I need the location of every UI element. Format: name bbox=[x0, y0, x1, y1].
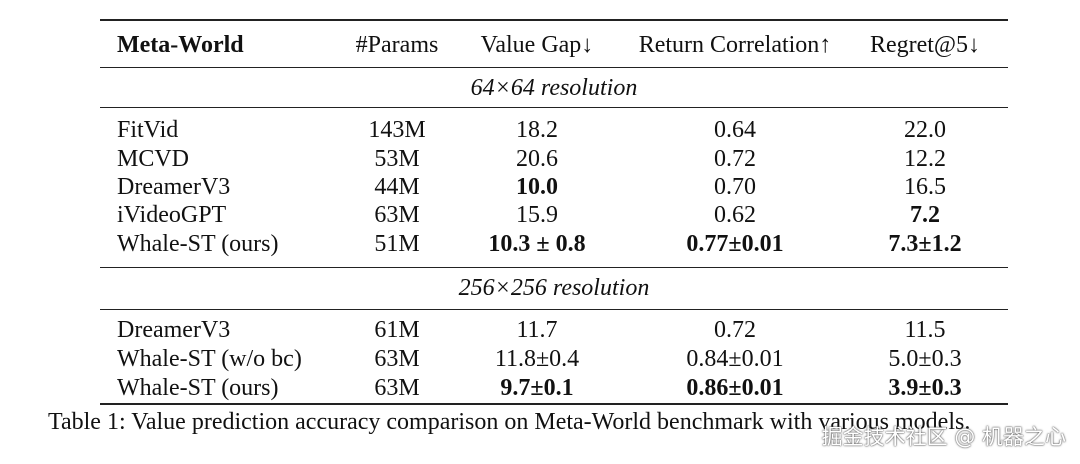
cell: 0.70 bbox=[714, 174, 756, 200]
cell: 0.86±0.01 bbox=[686, 375, 784, 401]
cell: 10.3 ± 0.8 bbox=[488, 231, 586, 257]
cell: 18.2 bbox=[516, 117, 558, 143]
cell: 0.77±0.01 bbox=[686, 231, 784, 257]
rule bbox=[100, 67, 1008, 68]
cell: 7.3±1.2 bbox=[888, 231, 962, 257]
table-row: Whale-ST (ours) 51M 10.3 ± 0.8 0.77±0.01… bbox=[0, 229, 1080, 259]
cell: 0.64 bbox=[714, 117, 756, 143]
table-row: MCVD 53M 20.6 0.72 12.2 bbox=[0, 144, 1080, 174]
header-cell: Meta-World bbox=[117, 32, 244, 58]
table-row: DreamerV3 44M 10.0 0.70 16.5 bbox=[0, 172, 1080, 202]
cell: 11.7 bbox=[516, 317, 558, 343]
cell: DreamerV3 bbox=[117, 317, 231, 343]
cell: 3.9±0.3 bbox=[888, 375, 962, 401]
header-cell: Return Correlation↑ bbox=[638, 32, 832, 58]
cell: Whale-ST (ours) bbox=[117, 375, 279, 401]
table-row: FitVid 143M 18.2 0.64 22.0 bbox=[0, 115, 1080, 145]
cell: 7.2 bbox=[910, 202, 940, 228]
cell: 53M bbox=[374, 146, 420, 172]
header-row: Meta-World #Params Value Gap↓ Return Cor… bbox=[0, 30, 1080, 60]
table-row: iVideoGPT 63M 15.9 0.62 7.2 bbox=[0, 200, 1080, 230]
bottom-rule bbox=[100, 403, 1008, 405]
cell: MCVD bbox=[117, 146, 190, 172]
table-row: Whale-ST (w/o bc) 63M 11.8±0.4 0.84±0.01… bbox=[0, 344, 1080, 374]
cell: 61M bbox=[374, 317, 420, 343]
cell: 10.0 bbox=[516, 174, 558, 200]
rule bbox=[100, 267, 1008, 268]
cell: 44M bbox=[374, 174, 420, 200]
cell: 15.9 bbox=[516, 202, 558, 228]
header-cell: #Params bbox=[355, 32, 439, 58]
cell: 20.6 bbox=[516, 146, 558, 172]
cell: 0.72 bbox=[714, 146, 756, 172]
caption: Table 1: Value prediction accuracy compa… bbox=[48, 409, 971, 435]
cell: 0.84±0.01 bbox=[686, 346, 784, 372]
cell: 5.0±0.3 bbox=[888, 346, 962, 372]
cell: DreamerV3 bbox=[117, 174, 231, 200]
cell: 16.5 bbox=[904, 174, 946, 200]
cell: 0.72 bbox=[714, 317, 756, 343]
cell: 143M bbox=[368, 117, 426, 143]
top-rule bbox=[100, 19, 1008, 21]
cell: 11.8±0.4 bbox=[494, 346, 580, 372]
cell: Whale-ST (w/o bc) bbox=[117, 346, 302, 372]
table-row: DreamerV3 61M 11.7 0.72 11.5 bbox=[0, 315, 1080, 345]
cell: 63M bbox=[374, 202, 420, 228]
header-cell: Value Gap↓ bbox=[480, 32, 594, 58]
cell: FitVid bbox=[117, 117, 179, 143]
section-title: 64×64 resolution bbox=[470, 75, 638, 101]
cell: 63M bbox=[374, 375, 420, 401]
rule bbox=[100, 309, 1008, 310]
cell: 63M bbox=[374, 346, 420, 372]
table-row: Whale-ST (ours) 63M 9.7±0.1 0.86±0.01 3.… bbox=[0, 373, 1080, 403]
header-cell: Regret@5↓ bbox=[869, 32, 981, 58]
section-title: 256×256 resolution bbox=[458, 275, 650, 301]
cell: 51M bbox=[374, 231, 420, 257]
cell: 22.0 bbox=[904, 117, 946, 143]
cell: Whale-ST (ours) bbox=[117, 231, 279, 257]
cell: 0.62 bbox=[714, 202, 756, 228]
cell: 11.5 bbox=[904, 317, 946, 343]
rule bbox=[100, 107, 1008, 108]
cell: 9.7±0.1 bbox=[500, 375, 574, 401]
cell: iVideoGPT bbox=[117, 202, 227, 228]
cell: 12.2 bbox=[904, 146, 946, 172]
watermark: 掘金技术社区 @ 机器之心 bbox=[821, 425, 1066, 449]
